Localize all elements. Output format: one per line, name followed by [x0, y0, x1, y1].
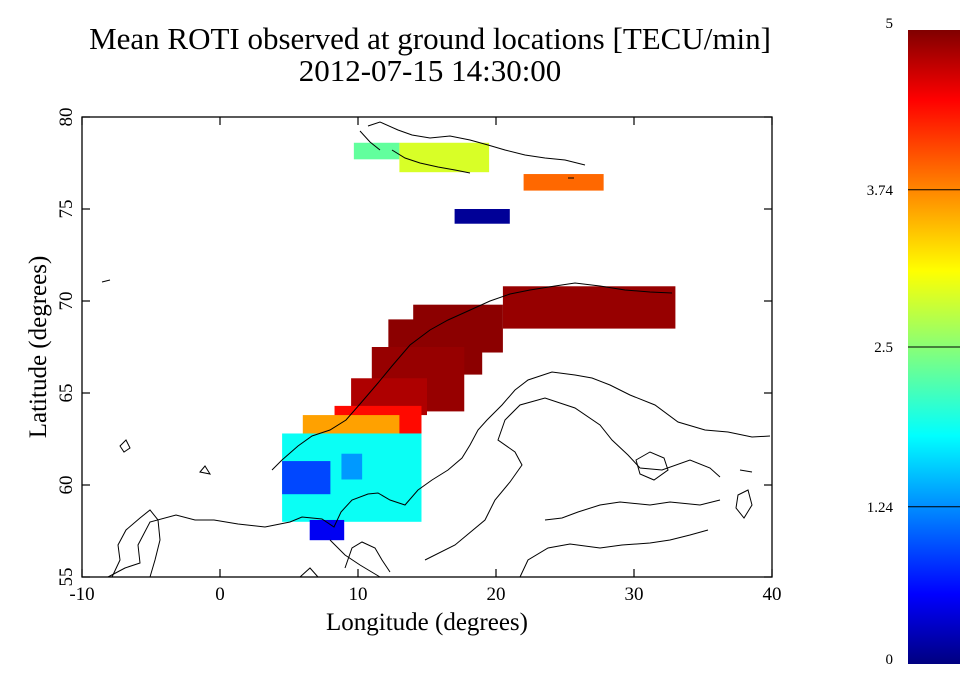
roti-cells	[282, 142, 676, 541]
roti-cell	[302, 415, 400, 436]
y-axis-label: Latitude (degrees)	[25, 256, 52, 439]
x-tick-label: 20	[487, 584, 506, 605]
coastline-scandinavia	[107, 371, 771, 578]
y-tick-label: 65	[56, 384, 77, 403]
y-tick-label: 75	[56, 200, 77, 219]
coastline-norway	[271, 282, 673, 471]
coastline-sweden	[329, 397, 721, 578]
x-axis: -10 0 10 20 30 40	[69, 117, 782, 605]
chart-subtitle: 2012-07-15 14:30:00	[298, 53, 562, 88]
x-tick-label: 0	[215, 584, 225, 605]
coastline-faroes	[101, 279, 212, 475]
roti-cell	[341, 453, 363, 480]
coastline-denmark	[299, 541, 391, 578]
x-tick-label: -10	[69, 584, 94, 605]
colorbar-tick-label: 2.5	[874, 340, 893, 356]
roti-cell	[502, 286, 676, 329]
x-tick-label: 30	[625, 584, 644, 605]
x-tick-label: 10	[349, 584, 368, 605]
y-tick-label: 70	[56, 292, 77, 311]
y-tick-label: 60	[56, 476, 77, 495]
roti-cell	[454, 209, 510, 224]
coastline-lakes	[635, 451, 753, 519]
y-tick-label: 80	[56, 108, 77, 127]
chart-title: Mean ROTI observed at ground locations […	[89, 21, 771, 56]
plot-frame	[81, 116, 773, 578]
roti-cell	[523, 174, 604, 191]
coastline-britain	[111, 509, 161, 578]
colorbar-ticks: 0 1.24 2.5 3.74 5	[867, 16, 960, 668]
coastline-svalbard	[359, 121, 586, 174]
y-tick-label: 55	[56, 568, 77, 587]
roti-cell	[399, 142, 490, 173]
coastlines	[101, 121, 771, 578]
roti-cell	[282, 461, 331, 495]
colorbar-tick-label: 1.24	[867, 500, 894, 516]
y-axis: 55 60 65 70 75 80	[56, 108, 772, 587]
x-axis-label: Longitude (degrees)	[326, 609, 528, 636]
roti-cell	[309, 519, 345, 541]
colorbar-tick-label: 5	[886, 16, 894, 32]
colorbar-tick-label: 3.74	[867, 183, 894, 199]
x-tick-label: 40	[763, 584, 782, 605]
colorbar-tick-label: 0	[886, 652, 894, 668]
coastline-baltic	[519, 499, 721, 578]
roti-cell	[353, 142, 400, 160]
